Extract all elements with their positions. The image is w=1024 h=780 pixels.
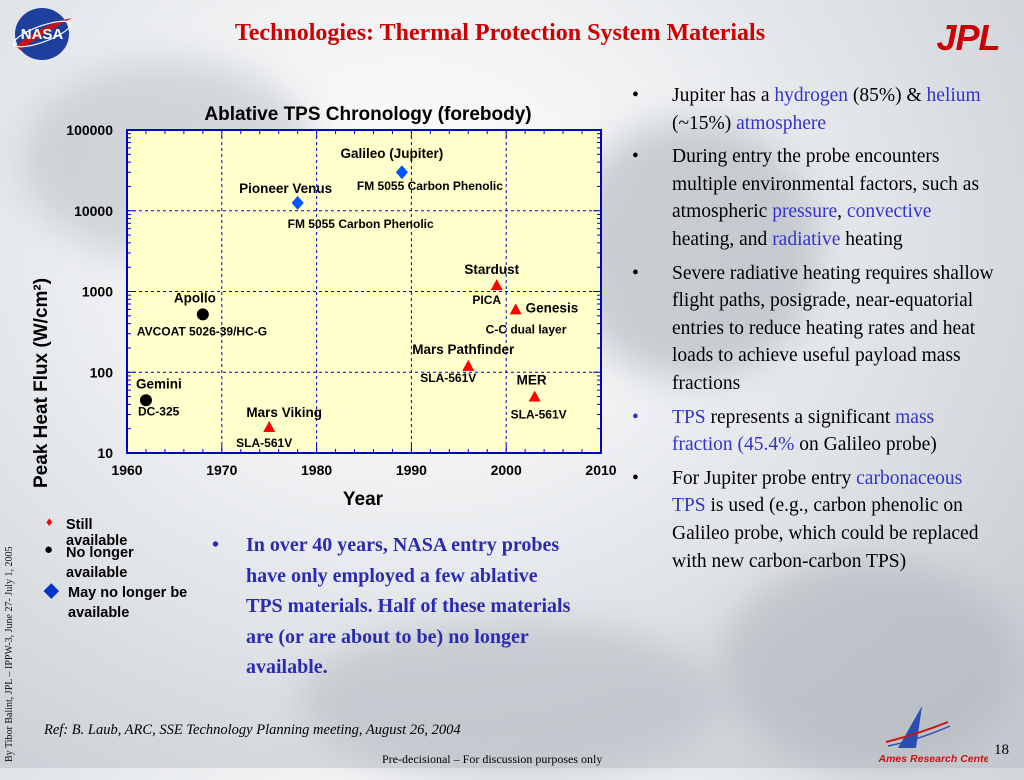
data-point-stardust (490, 279, 503, 291)
data-point-material: FM 5055 Carbon Phenolic (357, 179, 503, 193)
highlighted-term: convective (846, 201, 932, 223)
bullet-text: Severe radiative heating requires shallo… (672, 262, 994, 394)
bullet-text: is used (e.g., carbon phenolic on Galile… (672, 495, 979, 572)
background-cloud (560, 120, 820, 380)
data-point-material: SLA-561V (236, 436, 292, 450)
bullet-dot-icon: • (632, 262, 639, 284)
x-tick-label: 2010 (585, 462, 616, 478)
data-point-label: Stardust (464, 262, 519, 277)
summary-bullet: • In over 40 years, NASA entry probes ha… (212, 530, 572, 683)
y-tick-label: 100000 (66, 122, 113, 138)
bullet-item: • During entry the probe encounters multi… (628, 143, 996, 253)
chart-title: Ablative TPS Chronology (forebody) (204, 104, 531, 125)
jpl-logo-text: JPL (936, 20, 999, 54)
blue-diamond-icon: ◆ (44, 580, 59, 601)
bullet-text: , (837, 201, 847, 223)
data-point-material: DC-325 (138, 404, 180, 418)
highlighted-term: pressure (772, 201, 838, 223)
chart-y-axis-label: Peak Heat Flux (W/cm²) (31, 278, 52, 488)
highlighted-term: helium (926, 85, 981, 106)
bullet-list: • Jupiter has a hydrogen (85%) & helium (… (628, 82, 996, 581)
data-point-material: FM 5055 Carbon Phenolic (288, 217, 434, 231)
bullet-dot-icon: • (632, 146, 639, 168)
bullet-item: • For Jupiter probe entry carbonaceous TP… (628, 465, 996, 575)
jpl-logo: JPL (936, 20, 1000, 54)
chart-x-axis-label: Year (343, 489, 384, 510)
nasa-logo: NASA (13, 8, 72, 60)
bullet-item: • Jupiter has a hydrogen (85%) & helium (… (628, 82, 996, 137)
highlighted-term: atmosphere (736, 112, 827, 134)
data-point-label: MER (517, 373, 547, 388)
page-title: Technologies: Thermal Protection System … (234, 20, 766, 46)
y-tick-label: 10 (97, 445, 113, 461)
data-point-material: PICA (472, 293, 501, 307)
data-point-apollo (196, 308, 209, 321)
bullet-text: Jupiter has a (672, 85, 775, 106)
highlighted-term: carbonaceous TPS (672, 467, 963, 517)
bullet-text: (~15%) (672, 112, 737, 134)
tps-chronology-chart: Ablative TPS Chronology (forebody) Peak … (31, 104, 617, 510)
bullet-text: (85%) & (848, 85, 927, 106)
bullet-item: • Severe radiative heating requires shall… (628, 260, 996, 398)
bullet-dot-icon: • (632, 85, 639, 106)
data-point-material: C-C dual layer (486, 322, 567, 336)
bullet-text: heating (840, 228, 903, 250)
bullet-text: on Galileo probe) (794, 434, 937, 456)
bullet-text: represents a significant (705, 406, 896, 428)
bullet-dot-icon: • (632, 467, 639, 489)
background-cloud (720, 560, 1020, 770)
x-tick-label: 1970 (206, 462, 237, 478)
data-point-galileo-jupiter- (395, 165, 408, 180)
summary-bullet-text: In over 40 years, NASA entry probes have… (246, 534, 571, 678)
page-number: 18 (994, 742, 1009, 758)
bullet-dot-icon: • (212, 534, 220, 556)
y-tick-label: 10000 (74, 203, 113, 219)
highlighted-term: mass fraction (45.4% (672, 406, 935, 456)
data-point-pioneer-venus (291, 195, 304, 210)
legend-label: No longer available (66, 545, 134, 581)
data-point-label: Mars Viking (246, 405, 322, 420)
legend-label: Still available (66, 517, 128, 549)
data-point-label: Gemini (136, 376, 182, 391)
bullet-text: During entry the probe encounters multip… (672, 146, 980, 223)
data-point-label: Genesis (526, 300, 579, 315)
data-point-mer (528, 390, 541, 402)
y-tick-label: 100 (90, 364, 114, 380)
x-tick-label: 2000 (491, 462, 522, 478)
data-point-label: Pioneer Venus (239, 181, 332, 196)
data-point-material: AVCOAT 5026-39/HC-G (137, 324, 267, 338)
nasa-logo-text: NASA (21, 26, 64, 43)
bullet-dot-icon: • (632, 406, 639, 428)
data-point-label: Galileo (Jupiter) (341, 146, 444, 161)
x-tick-label: 1990 (396, 462, 427, 478)
data-point-label: Mars Pathfinder (412, 342, 515, 357)
data-point-label: Apollo (174, 290, 216, 305)
data-point-mars-viking (263, 420, 276, 432)
ames-research-center-logo: Ames Research Center (878, 706, 988, 765)
bullet-item: • TPS represents a significant mass fract… (628, 404, 996, 459)
footer-disclaimer: Pre-decisional – For discussion purposes… (382, 752, 603, 766)
data-point-mars-pathfinder (462, 359, 475, 371)
x-tick-label: 1960 (111, 462, 142, 478)
data-point-material: SLA-561V (420, 371, 476, 385)
bullet-text: heating, and (672, 228, 773, 250)
data-point-material: SLA-561V (511, 408, 567, 422)
legend-label: May no longer be available (68, 585, 188, 621)
highlighted-term: hydrogen (774, 85, 849, 106)
background-cloud (300, 620, 720, 780)
y-tick-label: 1000 (82, 284, 113, 300)
reference-citation: Ref: B. Laub, ARC, SSE Technology Planni… (44, 722, 461, 738)
data-point-genesis (509, 303, 522, 315)
red-diamond-icon: ♦ (46, 514, 53, 529)
ames-logo-text: Ames Research Center (878, 753, 988, 765)
black-circle-icon: ● (44, 541, 54, 558)
highlighted-term: TPS (672, 406, 706, 428)
highlighted-term: radiative (772, 228, 841, 250)
bullet-text: For Jupiter probe entry (672, 467, 857, 489)
data-point-gemini (139, 394, 152, 407)
x-tick-label: 1980 (301, 462, 332, 478)
